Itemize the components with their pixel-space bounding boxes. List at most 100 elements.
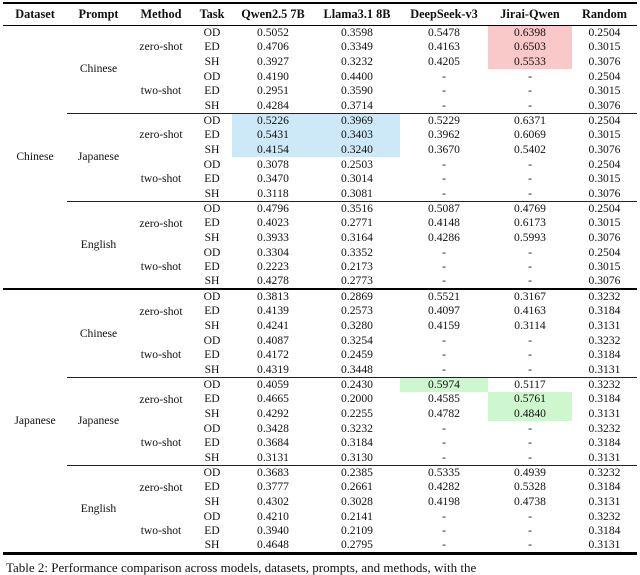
- table-row: ED 0.2951 0.3590 - - 0.3015: [3, 84, 637, 99]
- table-row: Japanese Chinese zero-shot OD 0.3813 0.2869 0.…: [3, 288, 637, 554]
- value-cell: 0.2223: [257, 260, 289, 274]
- value-cell: 0.4302: [257, 495, 289, 509]
- value-cell: 0.3184: [588, 304, 621, 318]
- value-cell: 0.4198: [428, 495, 460, 509]
- value-cell: 0.4163: [428, 40, 460, 54]
- value-cell: 0.4241: [257, 318, 289, 332]
- method-label: zero-shot: [130, 376, 192, 422]
- method-label: two-shot: [140, 348, 182, 362]
- value-cell: 0.6503: [488, 39, 572, 55]
- task-label: ED: [204, 304, 220, 318]
- value-cell: 0.6173: [514, 216, 546, 230]
- col-header-dataset: Dataset: [3, 3, 67, 26]
- value-cell: -: [442, 421, 446, 435]
- value-cell: 0.2504: [588, 245, 621, 259]
- value-cell: 0.5335: [400, 464, 488, 480]
- method-label: two-shot: [140, 523, 182, 537]
- dataset-label: Chinese: [16, 150, 54, 163]
- value-cell: 0.3933: [257, 230, 289, 244]
- value-cell: 0.2385: [314, 464, 400, 480]
- value-cell: 0.3076: [588, 274, 621, 288]
- value-cell: 0.3232: [572, 464, 637, 480]
- method-label: zero-shot: [130, 200, 192, 246]
- value-cell: 0.3598: [341, 25, 373, 39]
- value-cell: -: [442, 260, 446, 274]
- value-cell: 0.4163: [514, 304, 546, 318]
- value-cell: 0.3403: [314, 127, 400, 143]
- value-cell: 0.3131: [588, 318, 621, 332]
- value-cell: 0.3076: [588, 98, 621, 112]
- value-cell: 0.6371: [488, 112, 572, 128]
- value-cell: 0.2255: [341, 407, 373, 420]
- table-row: Japanese zero-shot OD 0.4059 0.2430 0.5974 0.5…: [3, 376, 637, 466]
- task-label: OD: [192, 112, 232, 128]
- value-cell: 0.2771: [341, 216, 373, 230]
- value-cell: 0.3114: [514, 318, 546, 332]
- value-cell: 0.3813: [232, 288, 314, 304]
- value-cell: 0.4292: [257, 407, 289, 420]
- task-label: SH: [204, 230, 220, 244]
- task-label: ED: [204, 436, 220, 450]
- value-cell: 0.5226: [232, 112, 314, 128]
- table-row: ED 0.4023 0.2771 0.4148 0.6173 0.3015: [3, 216, 637, 231]
- table-row: ED 0.4665 0.2000 0.4585 0.5761 0.3184: [3, 391, 637, 407]
- task-label: OD: [203, 245, 221, 259]
- value-cell: -: [528, 260, 532, 274]
- table-row: ED 0.2223 0.2173 - - 0.3015: [3, 260, 637, 275]
- task-label: ED: [204, 40, 220, 54]
- table-row: SH 0.4284 0.3714 - - 0.3076: [3, 98, 637, 113]
- task-label: ED: [204, 524, 220, 538]
- value-cell: 0.4782: [428, 407, 460, 420]
- value-cell: 0.4059: [232, 376, 314, 392]
- value-cell: -: [442, 157, 446, 171]
- value-cell: -: [442, 84, 446, 98]
- table-row: SH 0.4154 0.3240 0.3670 0.5402 0.3076: [3, 142, 637, 158]
- table-row: ED 0.3470 0.3014 - - 0.3015: [3, 172, 637, 187]
- col-header-qwen2-5-7b: Qwen2.5 7B: [232, 3, 314, 26]
- value-cell: 0.3962: [428, 128, 460, 142]
- value-cell: 0.6398: [488, 25, 572, 40]
- value-cell: -: [442, 245, 446, 259]
- value-cell: 0.5974: [400, 376, 488, 392]
- table-row: two-shot OD 0.4087 0.3254- -0.3232: [3, 333, 637, 360]
- method-label: zero-shot: [130, 288, 192, 334]
- value-cell: 0.3131: [588, 495, 621, 509]
- table-row: SH 0.4278 0.2773 - - 0.3076: [3, 274, 637, 289]
- value-cell: 0.3164: [341, 230, 373, 244]
- value-cell: 0.3131: [588, 538, 621, 552]
- value-cell: 0.4840: [488, 406, 572, 422]
- value-cell: 0.2503: [341, 157, 373, 171]
- value-cell: 0.4139: [257, 304, 289, 318]
- value-cell: -: [442, 524, 446, 538]
- value-cell: -: [528, 69, 532, 83]
- table-row: ED 0.3684 0.3184 - - 0.3184: [3, 436, 637, 451]
- value-cell: 0.4154: [232, 142, 314, 158]
- value-cell: 0.3590: [341, 84, 373, 98]
- value-cell: 0.5229: [400, 112, 488, 128]
- value-cell: 0.2000: [341, 392, 373, 406]
- value-cell: 0.3684: [257, 436, 289, 450]
- task-label: ED: [204, 480, 220, 494]
- table-row: SH 0.3118 0.3081 - - 0.3076: [3, 186, 637, 201]
- value-cell: -: [442, 98, 446, 112]
- value-cell: -: [442, 538, 446, 552]
- value-cell: -: [442, 172, 446, 186]
- value-cell: -: [528, 421, 532, 435]
- value-cell: -: [442, 450, 446, 464]
- value-cell: 0.3014: [341, 172, 373, 186]
- value-cell: 0.3448: [341, 362, 373, 376]
- value-cell: 0.3081: [341, 186, 373, 200]
- table-row: two-shot OD 0.4210 0.2141- -0.3232: [3, 509, 637, 536]
- value-cell: 0.4282: [428, 480, 460, 494]
- value-cell: 0.3131: [588, 362, 621, 376]
- value-cell: 0.2773: [341, 274, 373, 288]
- task-label: SH: [204, 495, 220, 509]
- value-cell: 0.5521: [400, 288, 488, 304]
- table-row: ED 0.3777 0.2661 0.4282 0.5328 0.3184: [3, 480, 637, 495]
- method-label: zero-shot: [130, 464, 192, 510]
- value-cell: -: [528, 450, 532, 464]
- method-label: zero-shot: [130, 112, 192, 158]
- value-cell: 0.3349: [341, 40, 373, 54]
- value-cell: -: [528, 333, 532, 347]
